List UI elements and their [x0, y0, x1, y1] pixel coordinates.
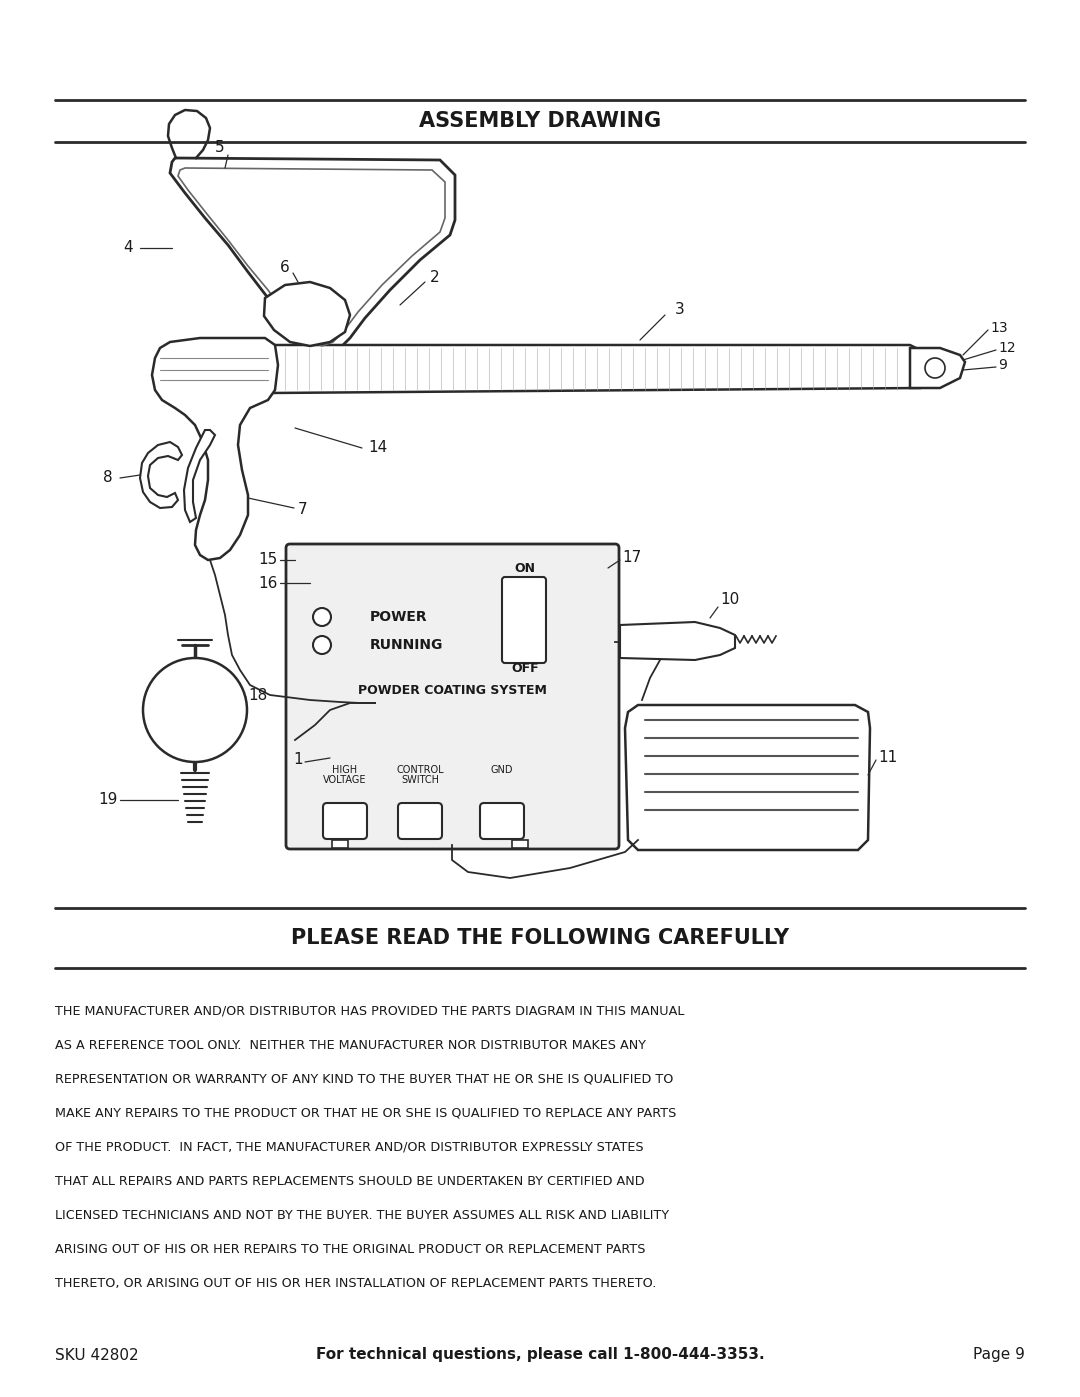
Text: POWER: POWER	[370, 610, 428, 624]
FancyBboxPatch shape	[480, 803, 524, 840]
Text: ASSEMBLY DRAWING: ASSEMBLY DRAWING	[419, 110, 661, 131]
Text: 16: 16	[258, 576, 278, 591]
Text: 10: 10	[720, 592, 740, 608]
Text: 15: 15	[259, 552, 278, 567]
Text: 18: 18	[248, 687, 268, 703]
Text: 11: 11	[878, 750, 897, 766]
FancyBboxPatch shape	[399, 803, 442, 840]
Text: THE MANUFACTURER AND/OR DISTRIBUTOR HAS PROVIDED THE PARTS DIAGRAM IN THIS MANUA: THE MANUFACTURER AND/OR DISTRIBUTOR HAS …	[55, 1004, 685, 1018]
Text: AS A REFERENCE TOOL ONLY.  NEITHER THE MANUFACTURER NOR DISTRIBUTOR MAKES ANY: AS A REFERENCE TOOL ONLY. NEITHER THE MA…	[55, 1039, 646, 1052]
Text: 9: 9	[998, 358, 1007, 372]
Text: 14: 14	[368, 440, 388, 455]
Bar	[512, 840, 528, 848]
Text: SWITCH: SWITCH	[401, 775, 438, 785]
Polygon shape	[625, 705, 870, 849]
Text: MAKE ANY REPAIRS TO THE PRODUCT OR THAT HE OR SHE IS QUALIFIED TO REPLACE ANY PA: MAKE ANY REPAIRS TO THE PRODUCT OR THAT …	[55, 1106, 676, 1120]
Polygon shape	[264, 282, 350, 346]
Text: CONTROL: CONTROL	[396, 766, 444, 775]
Polygon shape	[270, 345, 920, 393]
Circle shape	[313, 636, 330, 654]
Text: 17: 17	[622, 550, 642, 566]
Text: Page 9: Page 9	[973, 1348, 1025, 1362]
Text: VOLTAGE: VOLTAGE	[323, 775, 367, 785]
Polygon shape	[620, 622, 735, 659]
Text: 13: 13	[990, 321, 1008, 335]
Text: THAT ALL REPAIRS AND PARTS REPLACEMENTS SHOULD BE UNDERTAKEN BY CERTIFIED AND: THAT ALL REPAIRS AND PARTS REPLACEMENTS …	[55, 1175, 645, 1187]
Text: 6: 6	[280, 260, 289, 275]
Text: POWDER COATING SYSTEM: POWDER COATING SYSTEM	[357, 683, 546, 697]
Text: REPRESENTATION OR WARRANTY OF ANY KIND TO THE BUYER THAT HE OR SHE IS QUALIFIED : REPRESENTATION OR WARRANTY OF ANY KIND T…	[55, 1073, 673, 1085]
Text: 2: 2	[430, 271, 440, 285]
Text: SKU 42802: SKU 42802	[55, 1348, 138, 1362]
Polygon shape	[910, 348, 966, 388]
FancyBboxPatch shape	[502, 577, 546, 664]
Text: 5: 5	[215, 141, 225, 155]
Polygon shape	[170, 158, 455, 352]
Text: GND: GND	[490, 766, 513, 775]
Text: HIGH: HIGH	[333, 766, 357, 775]
Text: OF THE PRODUCT.  IN FACT, THE MANUFACTURER AND/OR DISTRIBUTOR EXPRESSLY STATES: OF THE PRODUCT. IN FACT, THE MANUFACTURE…	[55, 1141, 644, 1154]
Text: RUNNING: RUNNING	[370, 638, 444, 652]
Text: ARISING OUT OF HIS OR HER REPAIRS TO THE ORIGINAL PRODUCT OR REPLACEMENT PARTS: ARISING OUT OF HIS OR HER REPAIRS TO THE…	[55, 1243, 646, 1256]
Circle shape	[924, 358, 945, 379]
Text: OFF: OFF	[511, 662, 539, 675]
Text: 7: 7	[298, 503, 308, 517]
Polygon shape	[140, 441, 183, 509]
Text: 8: 8	[104, 471, 112, 486]
Text: ON: ON	[514, 562, 536, 574]
Bar	[332, 840, 348, 848]
Text: THERETO, OR ARISING OUT OF HIS OR HER INSTALLATION OF REPLACEMENT PARTS THERETO.: THERETO, OR ARISING OUT OF HIS OR HER IN…	[55, 1277, 657, 1289]
Polygon shape	[184, 430, 215, 522]
Text: 12: 12	[998, 341, 1015, 355]
Text: LICENSED TECHNICIANS AND NOT BY THE BUYER. THE BUYER ASSUMES ALL RISK AND LIABIL: LICENSED TECHNICIANS AND NOT BY THE BUYE…	[55, 1208, 670, 1222]
Text: 4: 4	[123, 240, 133, 256]
Text: PLEASE READ THE FOLLOWING CAREFULLY: PLEASE READ THE FOLLOWING CAREFULLY	[291, 928, 789, 949]
Text: 3: 3	[675, 303, 685, 317]
Circle shape	[313, 608, 330, 626]
Text: For technical questions, please call 1-800-444-3353.: For technical questions, please call 1-8…	[315, 1348, 765, 1362]
FancyBboxPatch shape	[323, 803, 367, 840]
Circle shape	[143, 658, 247, 761]
Polygon shape	[152, 338, 278, 560]
Text: 1: 1	[293, 753, 302, 767]
FancyBboxPatch shape	[286, 543, 619, 849]
Text: 19: 19	[98, 792, 118, 807]
